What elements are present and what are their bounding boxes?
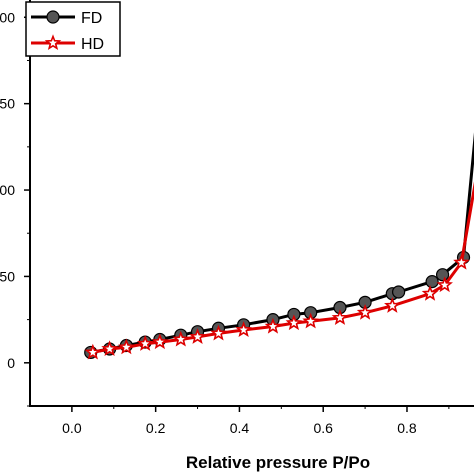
series-group <box>84 132 474 360</box>
x-tick-label: 0.8 <box>397 420 417 436</box>
data-point-hd <box>151 333 169 350</box>
x-tick-label: 0.6 <box>313 420 333 436</box>
data-point-hd <box>84 343 102 360</box>
data-point-hd <box>285 314 303 331</box>
data-point-hd <box>356 304 374 320</box>
y-tick-label: 200 <box>0 9 15 25</box>
data-point-hd <box>264 317 282 334</box>
data-point-hd <box>302 312 319 329</box>
data-point-hd <box>384 297 401 313</box>
data-point-hd <box>172 330 190 347</box>
y-tick-label: 150 <box>0 96 15 112</box>
legend-label-hd: HD <box>81 36 104 53</box>
legend-marker-hd <box>44 34 62 51</box>
y-tick-label: 100 <box>0 182 15 198</box>
legend: FD HD <box>25 1 121 57</box>
x-axis-title: Relative pressure P/Po <box>186 453 370 472</box>
series-hd <box>84 181 474 360</box>
legend-label-fd: FD <box>81 10 102 27</box>
data-point-hd <box>118 338 135 355</box>
legend-box <box>25 1 121 57</box>
y-tick-label: 50 <box>0 268 15 284</box>
data-point-hd <box>453 253 470 270</box>
legend-marker-fd <box>46 10 60 24</box>
x-tick-label: 0.0 <box>62 420 82 436</box>
data-point-hd <box>331 309 349 325</box>
x-tick-label: 0.4 <box>230 420 250 436</box>
data-point-hd <box>210 324 227 341</box>
y-tick-label: 0 <box>7 355 15 371</box>
x-tick-label: 0.2 <box>146 420 166 436</box>
data-point-hd <box>235 321 252 338</box>
data-point-fd <box>425 275 439 289</box>
data-point-hd <box>421 284 439 301</box>
data-point-hd <box>189 328 206 344</box>
data-point-hd <box>136 335 154 351</box>
data-point-fd <box>392 285 406 299</box>
data-point-hd <box>101 340 118 357</box>
data-point-hd <box>436 276 453 293</box>
axes: 0.0 0.2 0.4 0.6 0.8 0 50 100 150 200 <box>0 0 474 436</box>
data-point-fd <box>435 268 450 282</box>
